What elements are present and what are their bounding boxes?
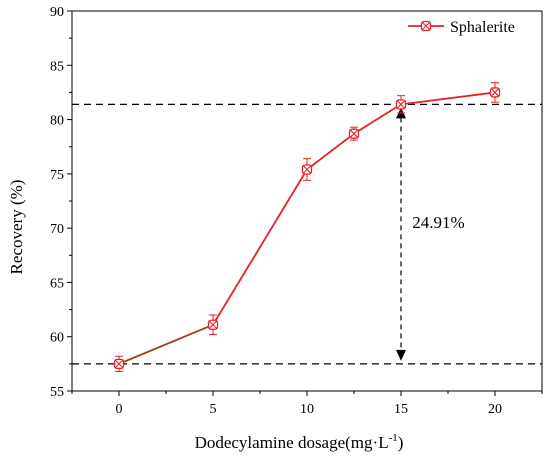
y-tick-label: 60 <box>50 331 64 346</box>
y-axis-title: Recovery (%) <box>7 180 26 275</box>
x-tick-label: 10 <box>300 402 314 417</box>
data-point-cross <box>302 165 312 174</box>
x-tick-label: 5 <box>210 402 217 417</box>
x-axis-title-superscript: -1 <box>389 432 398 444</box>
x-tick-label: 20 <box>488 402 502 417</box>
x-tick-label: 0 <box>116 402 123 417</box>
legend-marker-cross <box>421 21 431 31</box>
series-segment <box>118 323 214 365</box>
series-segment <box>400 91 496 106</box>
arrow-head-down <box>396 349 406 361</box>
data-point-cross <box>114 359 124 369</box>
annotation-text: 24.91% <box>412 213 464 232</box>
y-tick-label: 55 <box>50 385 64 400</box>
series-group <box>113 82 501 372</box>
x-tick-label: 15 <box>394 402 408 417</box>
y-tick-label: 80 <box>50 114 64 129</box>
series-segment <box>212 169 308 326</box>
axes-group: 55 60 65 70 75 80 85 90 0 5 10 15 20 <box>50 5 543 417</box>
y-tick-label: 75 <box>50 168 64 183</box>
series-segment <box>306 132 355 171</box>
series-segment <box>353 103 402 135</box>
y-tick-label: 85 <box>50 59 64 74</box>
data-point-cross <box>349 129 359 139</box>
x-axis-title-main: Dodecylamine dosage(mg·L <box>195 433 389 452</box>
annotation-group: 24.91% <box>396 107 465 361</box>
y-tick-label: 90 <box>50 5 64 20</box>
y-tick-label: 70 <box>50 222 64 237</box>
plot-frame <box>71 10 543 392</box>
legend: Sphalerite <box>408 19 515 36</box>
legend-label: Sphalerite <box>450 19 515 36</box>
data-point-cross <box>208 320 218 330</box>
reference-lines <box>72 103 542 365</box>
x-axis-title: Dodecylamine dosage(mg·L-1) <box>195 432 404 452</box>
data-point-cross <box>396 99 406 109</box>
data-point-cross <box>490 88 500 97</box>
y-tick-label: 65 <box>50 276 64 291</box>
x-axis-title-tail: ) <box>398 433 404 452</box>
